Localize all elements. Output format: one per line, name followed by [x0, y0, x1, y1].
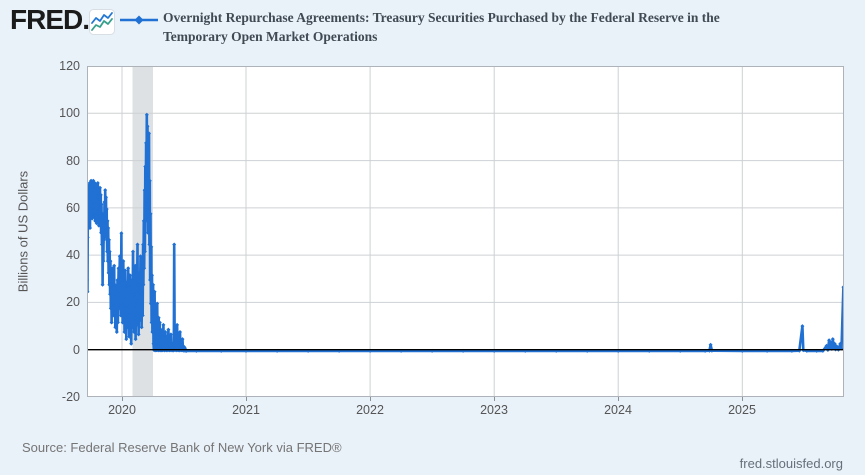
x-axis-tick	[618, 397, 619, 401]
x-axis-tick	[246, 397, 247, 401]
x-tick-label: 2023	[480, 403, 508, 417]
x-axis-tick	[370, 397, 371, 401]
x-tick-label: 2021	[232, 403, 260, 417]
source-note: Source: Federal Reserve Bank of New York…	[22, 440, 342, 455]
chart-title-line-1: Overnight Repurchase Agreements: Treasur…	[163, 10, 720, 25]
y-tick-label: 0	[73, 343, 80, 357]
x-tick-label: 2020	[108, 403, 136, 417]
y-tick-label: 40	[66, 248, 80, 262]
x-tick-label: 2022	[356, 403, 384, 417]
x-tick-label: 2025	[728, 403, 756, 417]
y-axis-title: Billions of US Dollars	[15, 170, 31, 293]
fred-site-link[interactable]: fred.stlouisfed.org	[739, 456, 843, 471]
fred-logo[interactable]: FRED.	[10, 4, 90, 35]
series-legend-marker-icon	[120, 15, 158, 25]
chart-title[interactable]: Overnight Repurchase Agreements: Treasur…	[163, 8, 831, 46]
x-axis-tick	[122, 397, 123, 401]
fred-sparkline-icon	[89, 9, 115, 35]
x-axis-tick	[494, 397, 495, 401]
series-chart	[87, 66, 844, 397]
x-axis-tick	[742, 397, 743, 401]
y-tick-label: 20	[66, 295, 80, 309]
y-tick-label: 80	[66, 154, 80, 168]
y-tick-label: 100	[59, 106, 80, 120]
y-tick-label: 120	[59, 59, 80, 73]
plot-area	[87, 66, 844, 397]
chart-title-line-2: Temporary Open Market Operations	[163, 29, 378, 44]
x-tick-label: 2024	[604, 403, 632, 417]
y-tick-label: -20	[61, 390, 80, 404]
y-tick-label: 60	[66, 201, 80, 215]
